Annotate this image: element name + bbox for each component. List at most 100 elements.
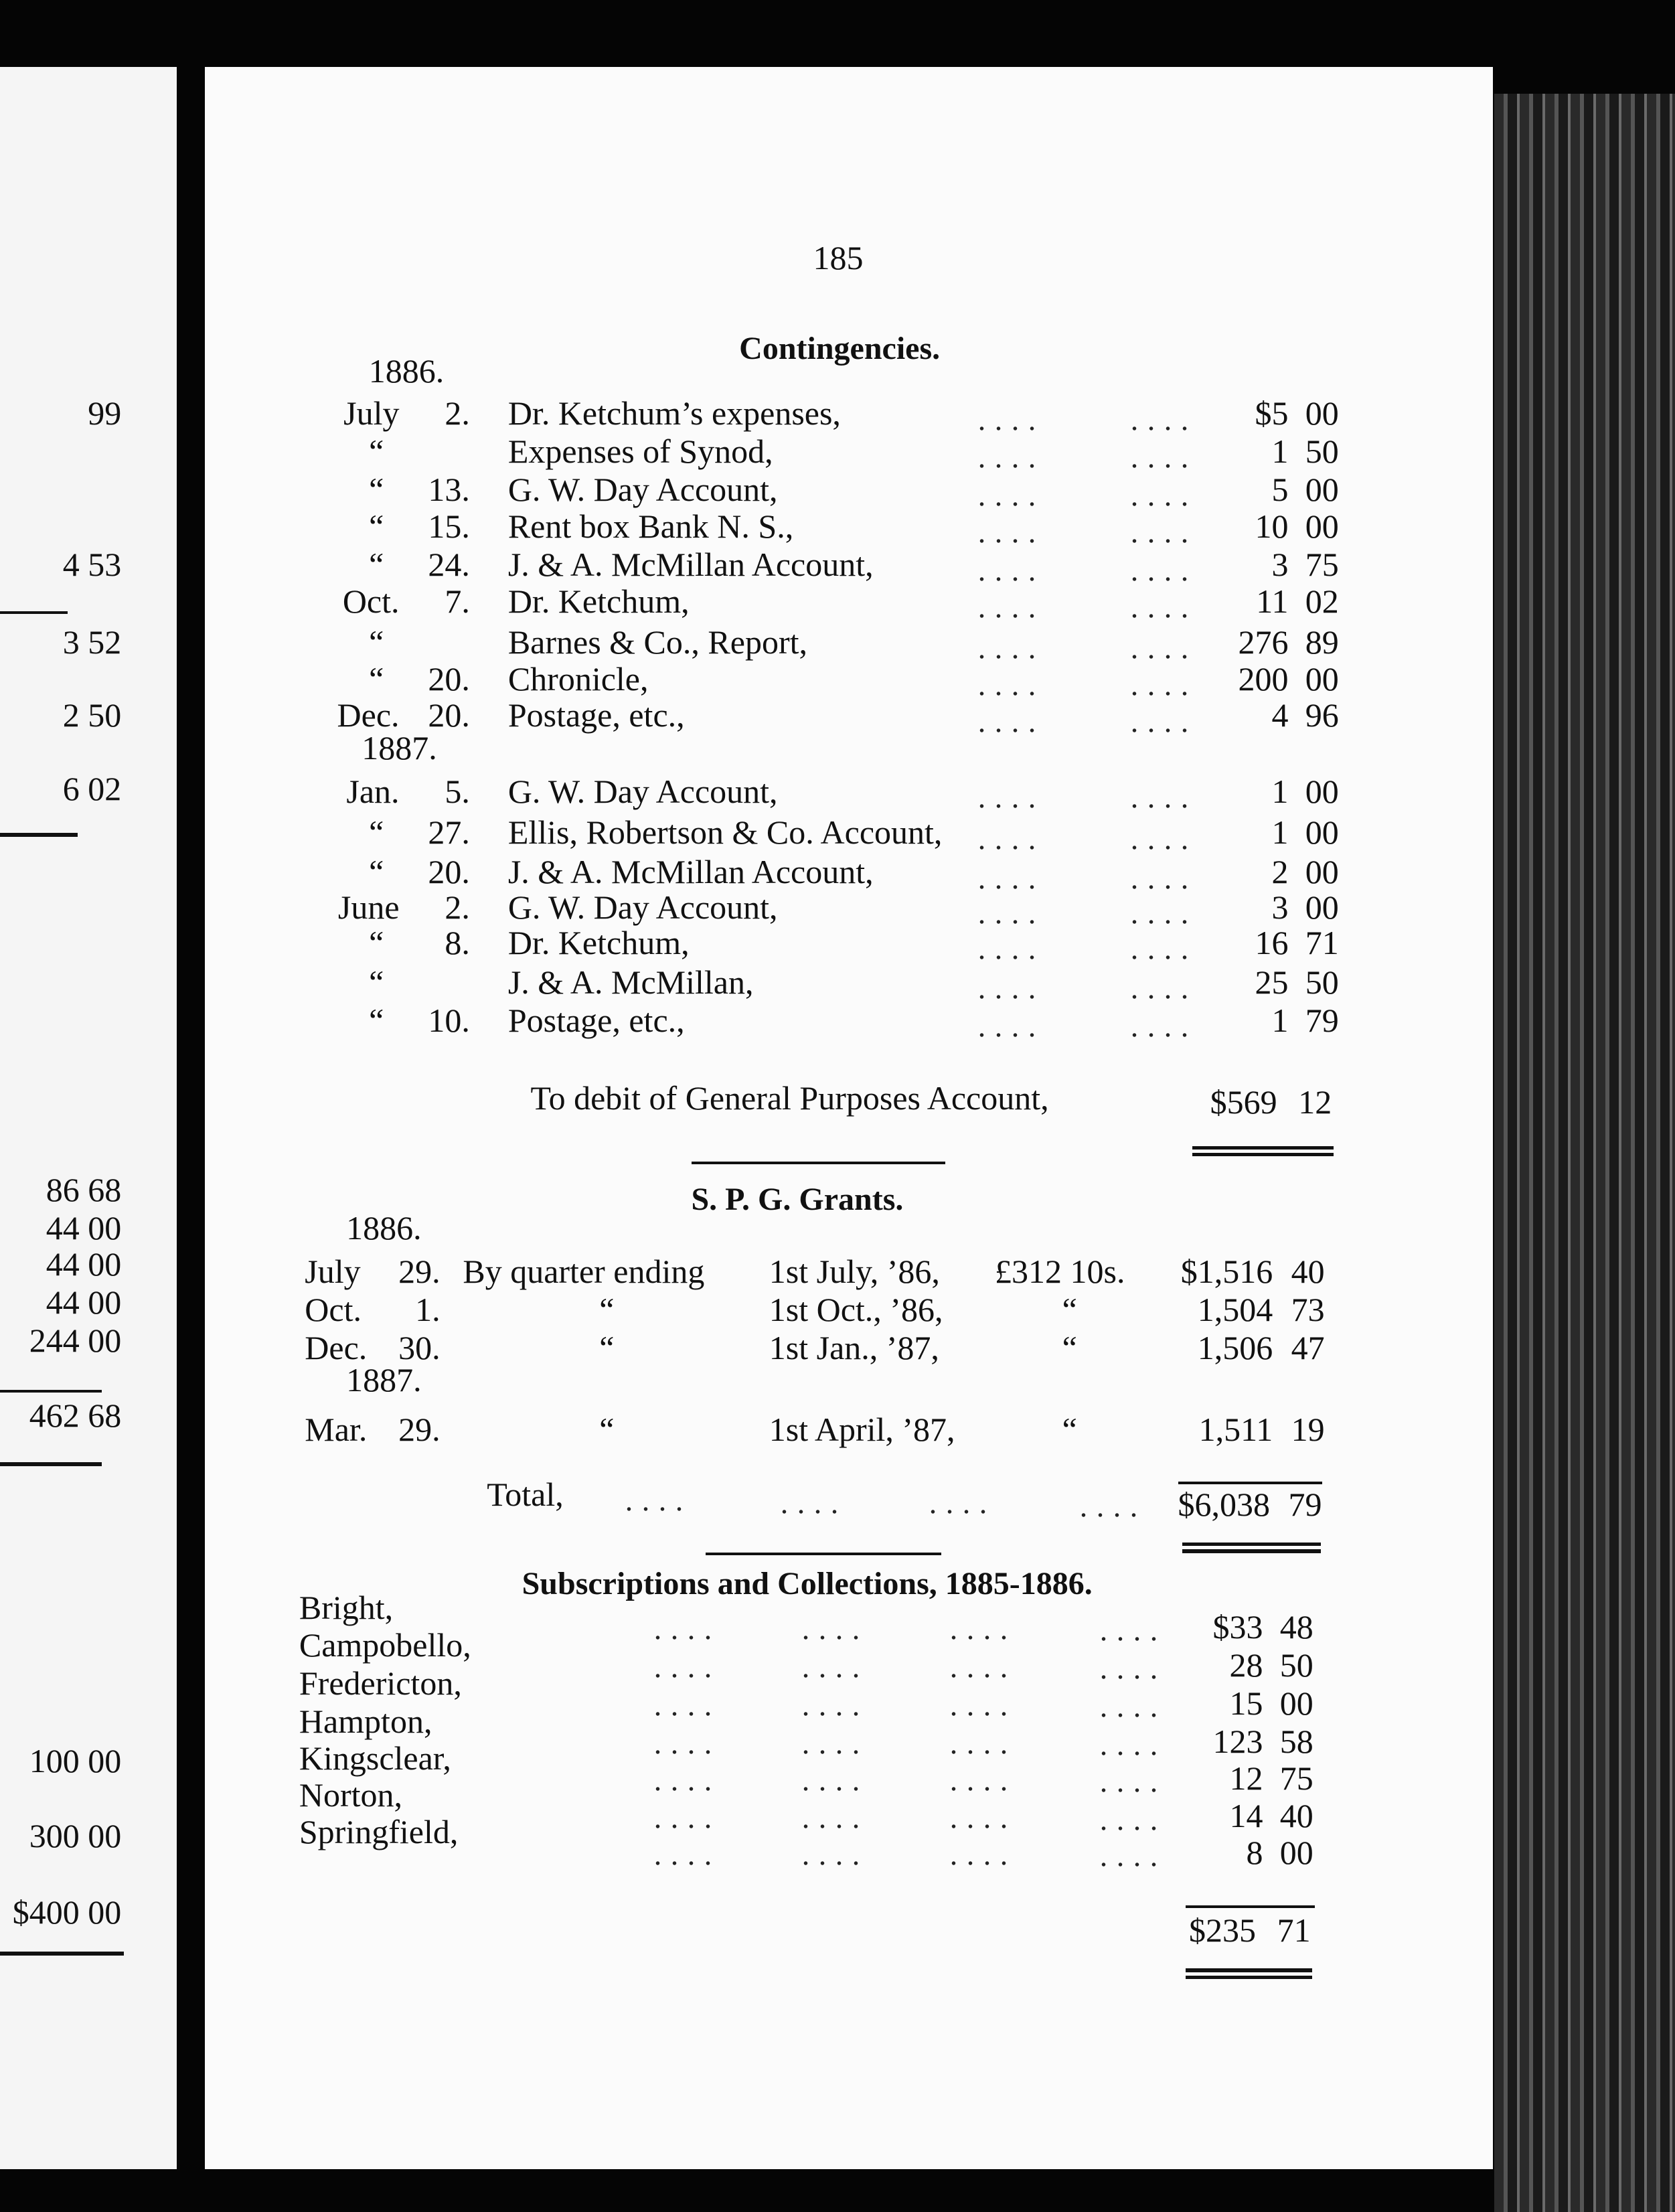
description: Rent box Bank N. S.,	[507, 507, 794, 545]
leader-dots	[1126, 539, 1191, 544]
left-amount: 100 00	[29, 1742, 122, 1780]
day: 1.	[415, 1290, 441, 1328]
period: 1st July, ’86,	[769, 1252, 940, 1290]
period: 1st April, ’87,	[769, 1410, 955, 1448]
left-amount: 44 00	[46, 1208, 122, 1247]
leader-dots	[797, 1786, 862, 1791]
cents: 73	[1291, 1290, 1325, 1328]
period: 1st Jan., ’87,	[769, 1328, 939, 1366]
leader-dots	[621, 1507, 689, 1512]
description: By quarter ending	[463, 1252, 705, 1290]
cents: 00	[1279, 1684, 1313, 1722]
description: J. & A. McMillan,	[507, 963, 754, 1001]
leader-dots	[1095, 1637, 1160, 1642]
dollars: 12	[1229, 1759, 1263, 1797]
name: Norton,	[299, 1775, 403, 1814]
day: 29.	[398, 1252, 441, 1290]
description: Barnes & Co., Report,	[507, 623, 807, 661]
month: Jan.	[346, 773, 400, 811]
leader-dots	[797, 1749, 862, 1754]
leader-dots	[1126, 920, 1191, 925]
cents: 48	[1279, 1608, 1313, 1646]
dollars: 1	[1271, 813, 1289, 852]
description: Postage, etc.,	[507, 696, 685, 734]
rule	[0, 1952, 125, 1956]
leader-dots	[1095, 1863, 1160, 1867]
leader-dots	[1126, 728, 1191, 732]
leader-dots	[973, 845, 1042, 850]
name: Hampton,	[299, 1703, 432, 1741]
leader-dots	[1095, 1751, 1160, 1755]
leader-dots	[973, 804, 1042, 809]
leader-dots	[945, 1711, 1011, 1716]
month: “	[369, 659, 384, 698]
leader-dots	[1126, 995, 1191, 1000]
leader-dots	[1126, 804, 1191, 809]
description: G. W. Day Account,	[507, 888, 778, 927]
description: “	[599, 1410, 615, 1448]
cents: 00	[1305, 888, 1339, 927]
left-amount: 244 00	[29, 1322, 122, 1360]
month: July	[343, 394, 400, 432]
cents: 00	[1305, 507, 1339, 545]
day: 10.	[428, 1001, 470, 1039]
rule	[1185, 1975, 1313, 1980]
month: Oct.	[305, 1290, 362, 1328]
leader-dots	[973, 728, 1042, 732]
leader-dots	[649, 1749, 714, 1754]
name: Kingsclear,	[299, 1739, 451, 1778]
dollars: 11	[1256, 582, 1289, 620]
leader-dots	[1126, 691, 1191, 696]
name: Campobello,	[299, 1626, 471, 1664]
leader-dots	[1075, 1512, 1143, 1517]
total-dollars: $6,038	[1178, 1485, 1271, 1523]
day: 13.	[428, 471, 470, 509]
rule	[0, 1462, 102, 1467]
dollars: 16	[1255, 923, 1289, 961]
leader-dots	[973, 920, 1042, 925]
leader-dots	[797, 1824, 862, 1829]
description: Expenses of Synod,	[507, 432, 773, 471]
total-cents: 12	[1298, 1083, 1332, 1121]
leader-dots	[973, 884, 1042, 889]
leader-dots	[973, 577, 1042, 582]
month: “	[369, 923, 384, 961]
leader-dots	[973, 502, 1042, 507]
description: Ellis, Robertson & Co. Account,	[507, 813, 943, 852]
leader-dots	[973, 655, 1042, 659]
dollars: 28	[1229, 1646, 1263, 1684]
month: Dec.	[305, 1328, 368, 1366]
dollars: 5	[1271, 471, 1289, 509]
description: Dr. Ketchum,	[507, 923, 690, 961]
leader-dots	[649, 1861, 714, 1866]
month: “	[369, 507, 384, 545]
description: Chronicle,	[507, 659, 649, 698]
day: 27.	[428, 813, 470, 852]
dollars: 123	[1212, 1722, 1263, 1760]
section-title: Subscriptions and Collections, 1885-1886…	[522, 1565, 1093, 1601]
left-amount: 44 00	[46, 1283, 122, 1322]
leader-dots	[945, 1861, 1011, 1866]
description: J. & A. McMillan Account,	[507, 545, 874, 583]
page-number: 185	[813, 239, 864, 277]
year: 1886.	[346, 1208, 422, 1247]
cents: 00	[1305, 471, 1339, 509]
cents: 89	[1305, 623, 1339, 661]
left-amount: 6 02	[62, 769, 122, 807]
leader-dots	[1095, 1826, 1160, 1830]
day: 8.	[445, 923, 470, 961]
day: 20.	[428, 659, 470, 698]
leader-dots	[973, 995, 1042, 1000]
dollars: $5	[1255, 394, 1289, 432]
dollars: 8	[1246, 1834, 1263, 1872]
leader-dots	[973, 426, 1042, 430]
leader-dots	[649, 1635, 714, 1640]
day: 30.	[398, 1328, 441, 1366]
year: 1887.	[346, 1361, 422, 1399]
day: 24.	[428, 545, 470, 583]
leader-dots	[1126, 502, 1191, 507]
cents: 40	[1279, 1797, 1313, 1835]
cents: 47	[1291, 1328, 1325, 1366]
dollars: 25	[1255, 963, 1289, 1001]
total-label: Total,	[487, 1475, 564, 1513]
